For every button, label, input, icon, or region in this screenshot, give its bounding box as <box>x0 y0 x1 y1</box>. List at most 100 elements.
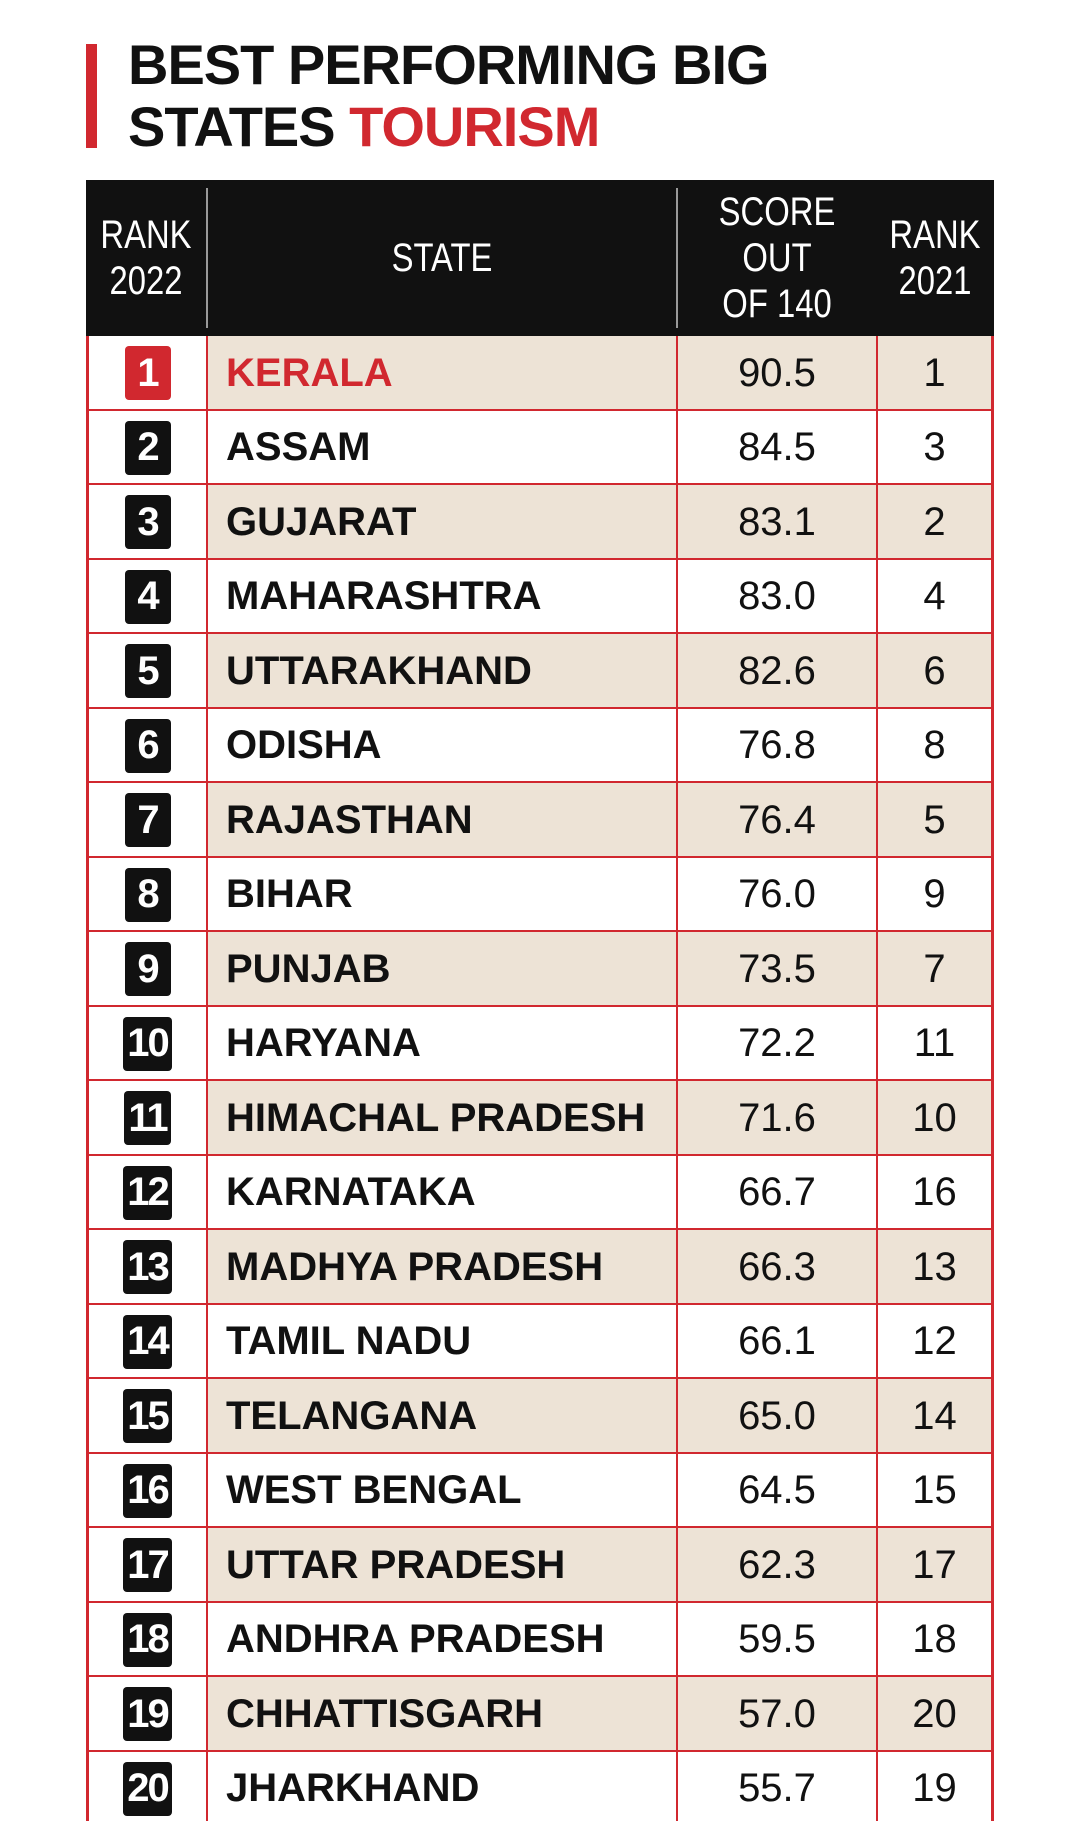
table-row: 19 CHHATTISGARH 57.0 20 <box>86 1677 994 1752</box>
title-line-1: BEST PERFORMING BIG <box>128 33 770 96</box>
rank-2022-cell: 4 <box>86 559 206 634</box>
table-row: 11 HIMACHAL PRADESH 71.6 10 <box>86 1081 994 1156</box>
row-divider <box>86 781 994 783</box>
row-divider <box>86 1228 994 1230</box>
page-title: BEST PERFORMING BIG STATES TOURISM <box>128 33 770 158</box>
rankings-table: RANK 2022 STATE SCORE OUT OF 140 RANK 20… <box>86 180 994 1821</box>
rank-badge: 2 <box>124 420 171 475</box>
score-cell: 66.7 <box>676 1155 876 1230</box>
rank-2022-cell: 20 <box>86 1751 206 1821</box>
score-cell: 55.7 <box>676 1751 876 1821</box>
row-divider <box>86 930 994 932</box>
rank-2022-cell: 7 <box>86 783 206 858</box>
rank-2022-cell: 13 <box>86 1230 206 1305</box>
state-cell: PUNJAB <box>206 932 676 1007</box>
table-row: 2 ASSAM 84.5 3 <box>86 410 994 485</box>
rank-2022-cell: 11 <box>86 1081 206 1156</box>
score-cell: 65.0 <box>676 1379 876 1454</box>
table-row: 4 MAHARASHTRA 83.0 4 <box>86 559 994 634</box>
rank-2022-cell: 5 <box>86 634 206 709</box>
score-cell: 66.3 <box>676 1230 876 1305</box>
title-accent-bar <box>86 44 97 148</box>
score-cell: 76.0 <box>676 857 876 932</box>
rank-2021-cell: 8 <box>876 708 994 783</box>
rank-badge: 7 <box>124 793 171 848</box>
score-cell: 57.0 <box>676 1677 876 1752</box>
table-row: 15 TELANGANA 65.0 14 <box>86 1379 994 1454</box>
rank-badge: 6 <box>124 718 171 773</box>
state-cell: GUJARAT <box>206 485 676 560</box>
table-row: 7 RAJASTHAN 76.4 5 <box>86 783 994 858</box>
rank-2022-cell: 3 <box>86 485 206 560</box>
table-row: 10 HARYANA 72.2 11 <box>86 1006 994 1081</box>
table-row: 3 GUJARAT 83.1 2 <box>86 485 994 560</box>
rank-2021-cell: 16 <box>876 1155 994 1230</box>
score-cell: 62.3 <box>676 1528 876 1603</box>
rank-2021-cell: 15 <box>876 1453 994 1528</box>
row-divider <box>86 1153 994 1156</box>
rank-badge: 9 <box>124 942 171 997</box>
score-cell: 76.8 <box>676 708 876 783</box>
rank-2021-cell: 7 <box>876 932 994 1007</box>
state-cell: CHHATTISGARH <box>206 1677 676 1752</box>
state-cell: UTTARAKHAND <box>206 634 676 709</box>
rank-2021-cell: 1 <box>876 336 994 411</box>
rank-badge: 11 <box>124 1091 171 1146</box>
state-cell: TELANGANA <box>206 1379 676 1454</box>
rank-2022-cell: 12 <box>86 1155 206 1230</box>
state-cell: RAJASTHAN <box>206 783 676 858</box>
rank-badge: 10 <box>123 1016 172 1071</box>
row-divider <box>86 1377 994 1379</box>
row-divider <box>86 1526 994 1528</box>
row-divider <box>86 1079 994 1081</box>
rank-2022-cell: 16 <box>86 1453 206 1528</box>
score-cell: 59.5 <box>676 1602 876 1677</box>
row-divider <box>86 1600 994 1603</box>
rank-2021-cell: 6 <box>876 634 994 709</box>
rank-badge: 13 <box>123 1240 172 1295</box>
rank-2022-cell: 2 <box>86 410 206 485</box>
rank-2022-cell: 1 <box>86 336 206 411</box>
rank-2021-cell: 12 <box>876 1304 994 1379</box>
rank-badge: 1 <box>124 346 171 401</box>
row-divider <box>86 1004 994 1007</box>
rank-2022-cell: 19 <box>86 1677 206 1752</box>
rank-2021-cell: 2 <box>876 485 994 560</box>
header-rank-2021: RANK 2021 <box>889 213 981 303</box>
rank-2021-cell: 5 <box>876 783 994 858</box>
table-row: 16 WEST BENGAL 64.5 15 <box>86 1453 994 1528</box>
table-row: 9 PUNJAB 73.5 7 <box>86 932 994 1007</box>
state-cell: KERALA <box>206 336 676 411</box>
state-cell: JHARKHAND <box>206 1751 676 1821</box>
rank-2022-cell: 9 <box>86 932 206 1007</box>
row-divider <box>86 1749 994 1752</box>
score-cell: 73.5 <box>676 932 876 1007</box>
table-row: 5 UTTARAKHAND 82.6 6 <box>86 634 994 709</box>
rank-2021-cell: 17 <box>876 1528 994 1603</box>
row-divider <box>86 408 994 411</box>
header-rank-2022: RANK 2022 <box>100 213 192 303</box>
row-divider <box>86 483 994 485</box>
row-divider <box>86 632 994 634</box>
state-cell: ANDHRA PRADESH <box>206 1602 676 1677</box>
header-divider <box>676 188 678 328</box>
rank-2021-cell: 20 <box>876 1677 994 1752</box>
score-cell: 72.2 <box>676 1006 876 1081</box>
rank-2022-cell: 8 <box>86 857 206 932</box>
state-cell: HARYANA <box>206 1006 676 1081</box>
state-cell: KARNATAKA <box>206 1155 676 1230</box>
table-row: 1 KERALA 90.5 1 <box>86 336 994 411</box>
table-row: 14 TAMIL NADU 66.1 12 <box>86 1304 994 1379</box>
table-row: 13 MADHYA PRADESH 66.3 13 <box>86 1230 994 1305</box>
rank-2021-cell: 13 <box>876 1230 994 1305</box>
rank-2022-cell: 14 <box>86 1304 206 1379</box>
rank-2022-cell: 6 <box>86 708 206 783</box>
rank-2021-cell: 3 <box>876 410 994 485</box>
rank-badge: 20 <box>123 1761 172 1816</box>
table-header: RANK 2022 STATE SCORE OUT OF 140 RANK 20… <box>86 180 994 336</box>
header-state: STATE <box>391 236 493 280</box>
score-cell: 83.1 <box>676 485 876 560</box>
title-line-2-plain: STATES <box>128 95 336 158</box>
table-row: 8 BIHAR 76.0 9 <box>86 857 994 932</box>
score-cell: 64.5 <box>676 1453 876 1528</box>
